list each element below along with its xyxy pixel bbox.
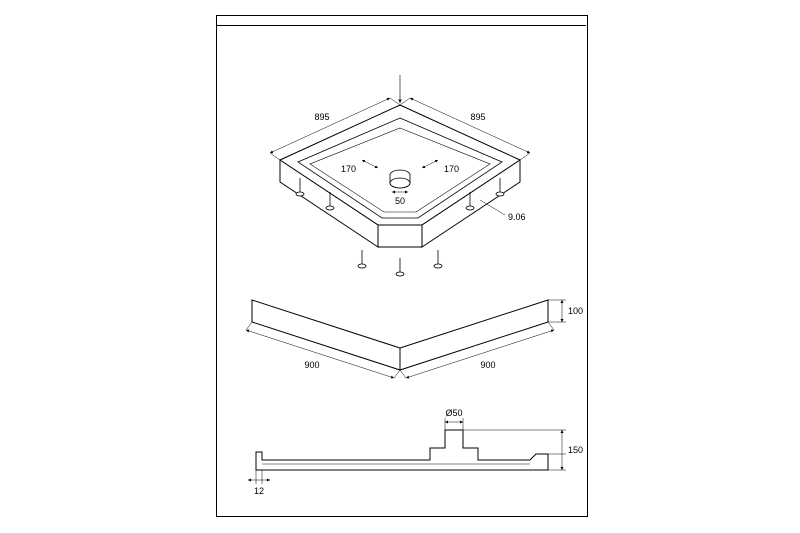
dim-section-drain: Ø50 bbox=[445, 408, 462, 418]
dim-drain: 50 bbox=[395, 196, 405, 206]
dim-cut-left: 170 bbox=[341, 164, 356, 174]
dim-iso-left: 895 bbox=[314, 112, 329, 122]
drawing-svg: 895 895 170 170 50 9. bbox=[0, 0, 800, 533]
dim-section-height: 150 bbox=[568, 445, 583, 455]
dim-panel-right: 900 bbox=[480, 360, 495, 370]
panel-view: 900 900 100 bbox=[246, 300, 583, 378]
section-view: Ø50 150 12 bbox=[248, 408, 583, 496]
drawing-canvas: 895 895 170 170 50 9. bbox=[0, 0, 800, 533]
dim-panel-height: 100 bbox=[568, 306, 583, 316]
dim-panel-left: 900 bbox=[304, 360, 319, 370]
dim-slope: 9.06 bbox=[508, 212, 526, 222]
dim-cut-right: 170 bbox=[444, 164, 459, 174]
dim-iso-right: 895 bbox=[470, 112, 485, 122]
iso-view: 895 895 170 170 50 9. bbox=[270, 75, 530, 276]
dim-section-lip: 12 bbox=[254, 486, 264, 496]
